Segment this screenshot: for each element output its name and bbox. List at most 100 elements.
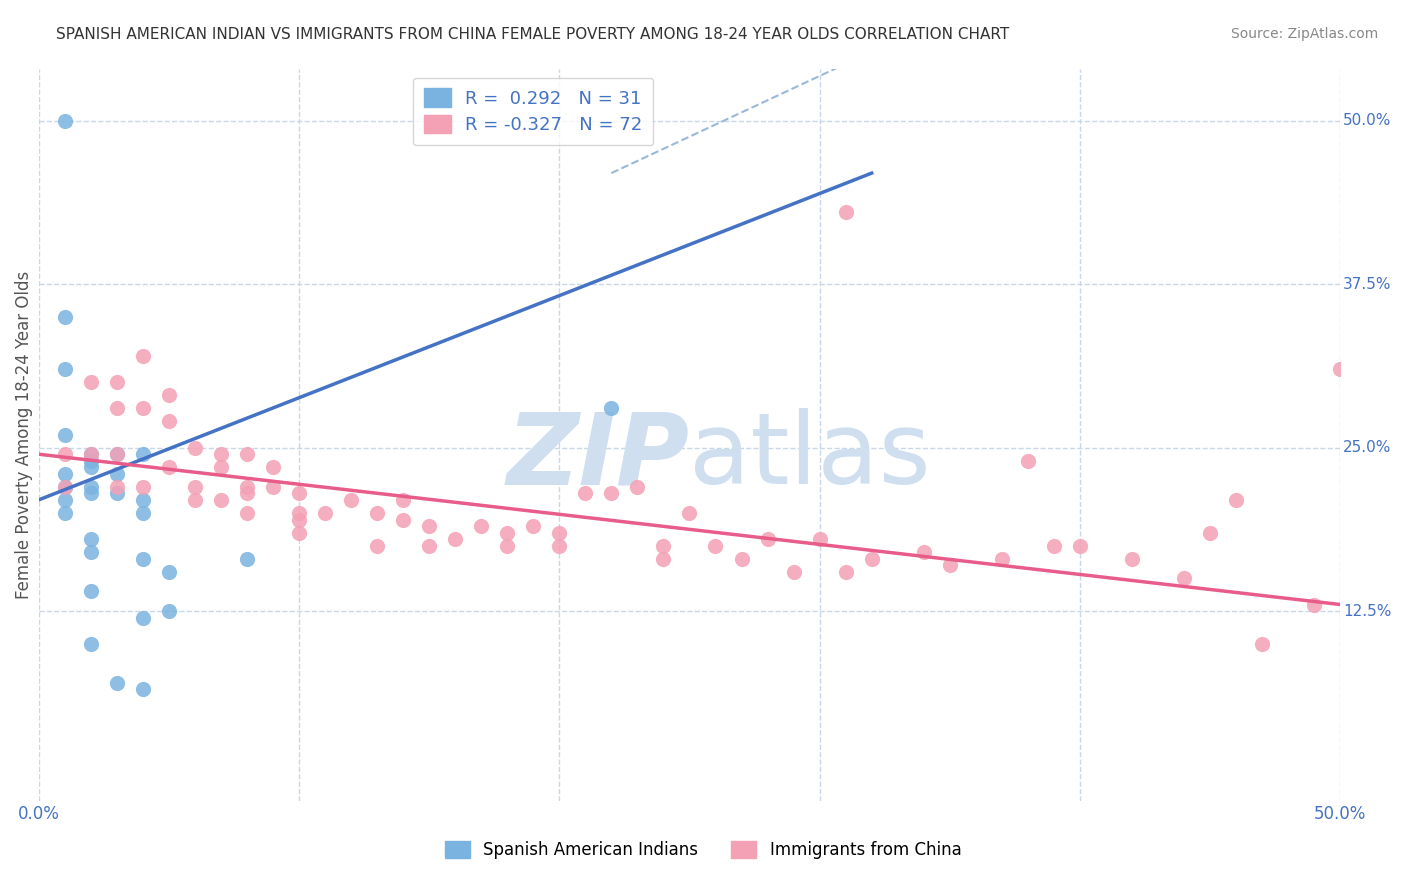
Point [1043, 539, 1066, 553]
Point [1017, 453, 1039, 467]
Point [157, 415, 180, 429]
Point [105, 447, 128, 461]
Point [730, 551, 752, 566]
Point [236, 551, 259, 566]
Point [53, 362, 76, 376]
Point [444, 532, 467, 546]
Legend: Spanish American Indians, Immigrants from China: Spanish American Indians, Immigrants fro… [437, 834, 969, 866]
Point [53, 310, 76, 324]
Point [288, 486, 311, 500]
Point [53, 506, 76, 520]
Point [79, 453, 101, 467]
Point [79, 447, 101, 461]
Point [105, 486, 128, 500]
Point [1121, 551, 1143, 566]
Point [79, 532, 101, 546]
Point [79, 376, 101, 390]
Point [209, 460, 232, 475]
Point [105, 467, 128, 481]
Point [105, 676, 128, 690]
Point [79, 637, 101, 651]
Point [288, 525, 311, 540]
Point [79, 584, 101, 599]
Point [1303, 598, 1326, 612]
Point [53, 480, 76, 494]
Point [939, 558, 962, 573]
Point [262, 480, 284, 494]
Point [288, 506, 311, 520]
Point [1173, 571, 1195, 585]
Y-axis label: Female Poverty Among 18-24 Year Olds: Female Poverty Among 18-24 Year Olds [15, 270, 32, 599]
Point [209, 492, 232, 507]
Point [418, 539, 440, 553]
Point [1069, 539, 1091, 553]
Point [678, 506, 700, 520]
Point [1225, 492, 1247, 507]
Point [53, 492, 76, 507]
Point [53, 480, 76, 494]
Point [79, 480, 101, 494]
Point [912, 545, 935, 559]
Point [496, 539, 519, 553]
Text: 50.0%: 50.0% [1343, 113, 1392, 128]
Point [131, 610, 153, 624]
Point [418, 519, 440, 533]
Point [991, 551, 1014, 566]
Point [157, 565, 180, 579]
Text: Source: ZipAtlas.com: Source: ZipAtlas.com [1230, 27, 1378, 41]
Point [53, 427, 76, 442]
Point [366, 506, 388, 520]
Point [184, 441, 207, 455]
Point [392, 512, 415, 526]
Point [236, 506, 259, 520]
Point [236, 480, 259, 494]
Point [131, 682, 153, 697]
Point [131, 349, 153, 363]
Point [184, 480, 207, 494]
Point [652, 539, 675, 553]
Point [652, 551, 675, 566]
Point [834, 205, 856, 219]
Point [626, 480, 648, 494]
Point [79, 545, 101, 559]
Text: SPANISH AMERICAN INDIAN VS IMMIGRANTS FROM CHINA FEMALE POVERTY AMONG 18-24 YEAR: SPANISH AMERICAN INDIAN VS IMMIGRANTS FR… [56, 27, 1010, 42]
Point [808, 532, 831, 546]
Text: 25.0%: 25.0% [1343, 440, 1392, 455]
Point [548, 539, 571, 553]
Point [131, 447, 153, 461]
Text: atlas: atlas [689, 408, 931, 505]
Text: ZIP: ZIP [506, 408, 689, 505]
Point [782, 565, 804, 579]
Point [184, 492, 207, 507]
Point [105, 401, 128, 416]
Point [131, 506, 153, 520]
Point [834, 565, 856, 579]
Text: 37.5%: 37.5% [1343, 277, 1392, 292]
Point [288, 512, 311, 526]
Point [704, 539, 727, 553]
Point [131, 480, 153, 494]
Point [496, 525, 519, 540]
Point [600, 486, 623, 500]
Point [131, 492, 153, 507]
Point [53, 467, 76, 481]
Point [79, 486, 101, 500]
Point [574, 486, 596, 500]
Point [131, 551, 153, 566]
Point [600, 401, 623, 416]
Point [1199, 525, 1222, 540]
Point [105, 447, 128, 461]
Legend: R =  0.292   N = 31, R = -0.327   N = 72: R = 0.292 N = 31, R = -0.327 N = 72 [413, 78, 654, 145]
Point [262, 460, 284, 475]
Point [157, 460, 180, 475]
Point [860, 551, 883, 566]
Point [340, 492, 363, 507]
Point [105, 376, 128, 390]
Point [236, 486, 259, 500]
Point [157, 388, 180, 402]
Point [53, 447, 76, 461]
Point [157, 604, 180, 618]
Point [131, 401, 153, 416]
Text: 12.5%: 12.5% [1343, 604, 1392, 618]
Point [209, 447, 232, 461]
